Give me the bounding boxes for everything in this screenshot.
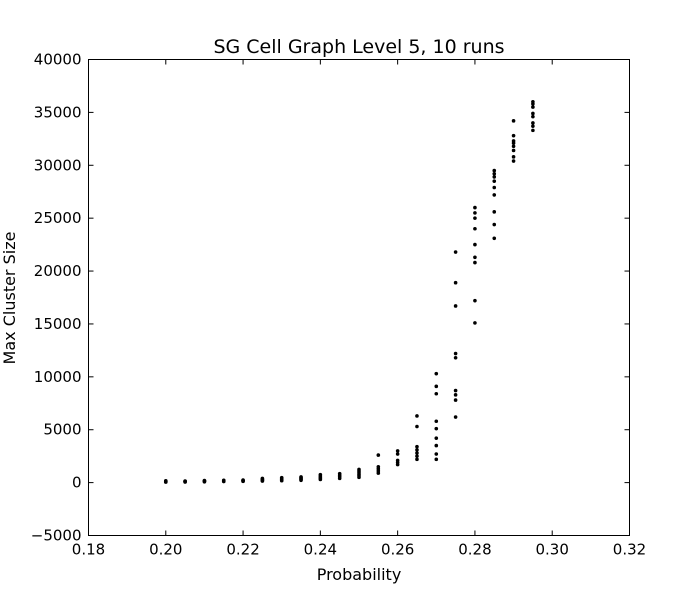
data-point xyxy=(318,472,323,477)
x-tick-label: 0.26 xyxy=(381,541,414,559)
data-point xyxy=(453,393,458,397)
data-point xyxy=(531,105,535,109)
x-tick-label: 0.18 xyxy=(72,541,105,559)
data-point xyxy=(376,453,381,457)
data-point xyxy=(531,124,535,128)
data-point xyxy=(473,211,477,215)
data-point xyxy=(434,371,439,376)
data-point xyxy=(531,111,535,116)
axis-ticks: 0.18 0.20 0.22 0.24 0.26 0.28 0.30 0.32 40000 350… xyxy=(31,51,646,559)
data-point xyxy=(260,476,265,481)
data-point xyxy=(511,139,516,143)
data-point xyxy=(473,321,477,325)
data-point xyxy=(221,478,226,483)
data-point xyxy=(453,304,458,308)
data-point xyxy=(531,100,535,104)
data-point xyxy=(492,168,497,173)
x-tick-label: 0.28 xyxy=(458,541,491,559)
data-point xyxy=(415,414,419,418)
y-tick-label: −5000 xyxy=(31,527,82,545)
data-point xyxy=(434,436,439,440)
chart-title: SG Cell Graph Level 5, 10 runs xyxy=(213,36,504,58)
x-tick-label: 0.24 xyxy=(304,541,337,559)
data-point xyxy=(473,255,477,260)
data-point xyxy=(415,444,419,449)
data-point xyxy=(299,475,303,479)
data-point xyxy=(492,222,497,227)
data-point xyxy=(434,426,439,431)
data-point xyxy=(492,175,497,179)
data-point xyxy=(434,457,439,462)
data-point xyxy=(376,464,381,469)
data-point xyxy=(395,458,400,463)
y-tick-label: 30000 xyxy=(34,156,82,174)
data-point xyxy=(434,443,439,448)
data-point xyxy=(415,424,419,429)
data-point xyxy=(511,144,516,149)
data-point xyxy=(531,121,535,125)
data-point xyxy=(337,471,342,476)
data-point xyxy=(415,451,419,455)
y-tick-label: 0 xyxy=(72,474,82,492)
data-point xyxy=(395,452,400,456)
data-point xyxy=(492,193,497,197)
y-tick-label: 20000 xyxy=(34,262,82,280)
data-point xyxy=(473,242,477,247)
data-point xyxy=(279,475,284,480)
data-point xyxy=(531,114,535,119)
x-tick-label: 0.32 xyxy=(613,541,646,559)
data-point xyxy=(453,415,458,419)
y-tick-label: 5000 xyxy=(43,421,81,439)
data-point xyxy=(511,155,516,159)
x-tick-label: 0.22 xyxy=(226,541,259,559)
y-tick-label: 25000 xyxy=(34,209,82,227)
data-point xyxy=(492,210,497,214)
data-point xyxy=(453,388,458,393)
data-point xyxy=(241,478,245,482)
data-point xyxy=(453,351,458,356)
x-axis-label: Probability xyxy=(317,565,402,584)
data-point xyxy=(531,128,535,133)
y-tick-label: 15000 xyxy=(34,315,82,333)
data-point xyxy=(473,226,477,231)
data-point xyxy=(183,479,187,483)
plot-frame xyxy=(88,59,630,536)
y-axis-label: Max Cluster Size xyxy=(0,232,19,365)
data-point xyxy=(434,419,439,424)
data-point xyxy=(492,171,497,176)
data-point xyxy=(415,457,419,462)
data-point xyxy=(453,280,458,285)
data-point xyxy=(434,391,439,396)
data-point xyxy=(453,355,458,360)
data-point xyxy=(473,216,477,220)
data-point xyxy=(453,398,458,402)
data-point xyxy=(492,236,497,241)
data-point xyxy=(202,478,207,483)
data-point xyxy=(357,467,361,472)
x-tick-label: 0.20 xyxy=(149,541,182,559)
data-point xyxy=(434,384,439,389)
x-tick-label: 0.30 xyxy=(536,541,569,559)
data-point xyxy=(415,454,419,458)
data-point xyxy=(434,452,439,456)
data-point xyxy=(511,133,516,138)
y-tick-label: 35000 xyxy=(34,103,82,121)
data-point xyxy=(415,448,419,452)
data-point xyxy=(395,449,400,453)
data-point xyxy=(473,260,477,265)
data-point xyxy=(511,159,516,163)
data-point xyxy=(492,185,497,190)
data-point xyxy=(511,148,516,153)
data-points xyxy=(163,100,535,484)
y-tick-label: 10000 xyxy=(34,368,82,386)
data-point xyxy=(453,250,458,254)
data-point xyxy=(163,479,168,483)
data-point xyxy=(473,298,477,303)
data-point xyxy=(511,119,516,123)
data-point xyxy=(492,179,497,183)
data-point xyxy=(473,205,477,210)
y-tick-label: 40000 xyxy=(34,51,82,69)
